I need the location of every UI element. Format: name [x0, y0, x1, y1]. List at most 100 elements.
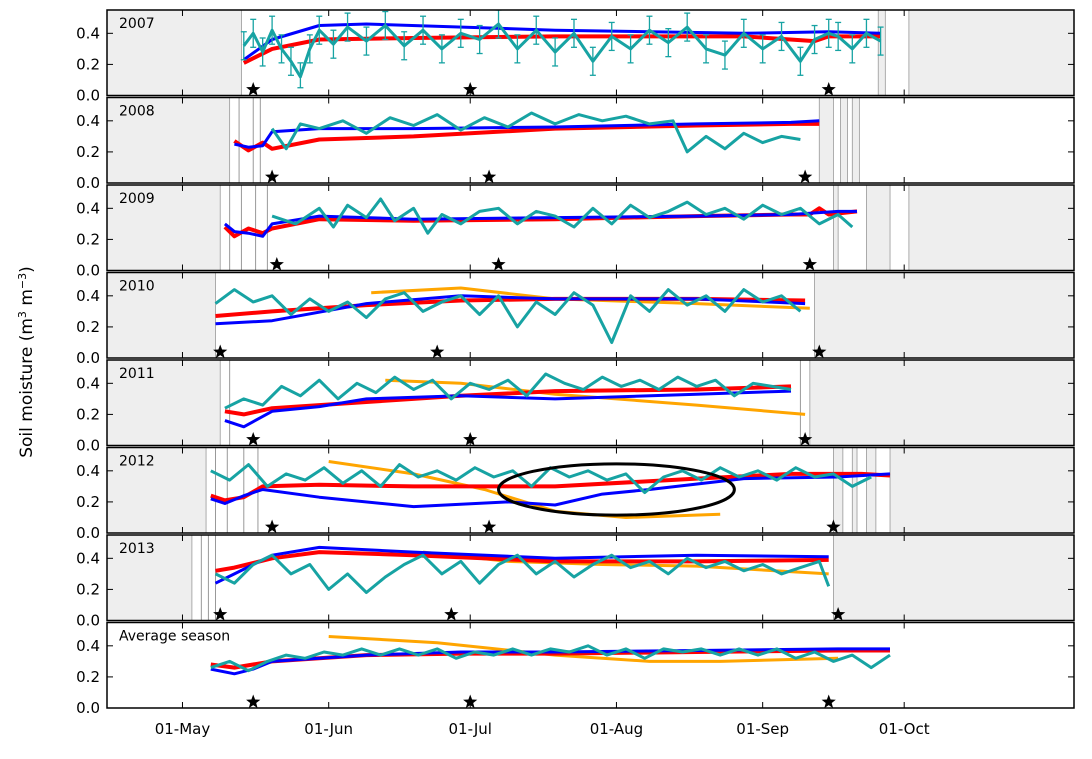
y-tick-label: 0.4 — [76, 287, 100, 305]
series-cyan-line — [270, 111, 801, 154]
y-tick-label: 0.2 — [76, 55, 100, 73]
panel-year-label: 2010 — [119, 279, 155, 295]
panel-year-label: 2007 — [119, 16, 155, 32]
season-marker-star — [269, 257, 284, 271]
series-orange-line — [328, 635, 839, 663]
annotation-ellipse — [497, 462, 736, 517]
x-tick-label: 01-Jul — [448, 720, 491, 738]
series-red-line — [210, 648, 890, 670]
no-data-region — [107, 360, 221, 446]
x-tick-label: 01-Jun — [304, 720, 353, 738]
no-data-region — [107, 185, 221, 271]
no-data-region — [814, 272, 1074, 358]
season-marker-star — [482, 519, 497, 534]
season-marker-star — [491, 257, 506, 271]
season-marker-star — [798, 169, 813, 184]
panel-year-label: 2012 — [119, 454, 155, 470]
panel-frame — [106, 9, 1075, 97]
panel-year-label: 2013 — [119, 541, 155, 557]
y-tick-label: 0.4 — [76, 112, 100, 130]
no-data-region — [866, 185, 891, 271]
x-tick-label: 01-May — [155, 720, 211, 738]
y-tick-label: 0.2 — [76, 143, 100, 161]
y-tick-label: 0.0 — [76, 612, 100, 630]
series-cyan-line — [210, 644, 891, 673]
season-marker-star — [482, 169, 497, 184]
panel-year-label: 2009 — [119, 191, 155, 207]
season-marker-star — [246, 432, 261, 446]
series-cyan-line — [214, 553, 831, 594]
y-axis-label: Soil moisture (m3 m−3) — [16, 266, 38, 458]
y-tick-label: 0.0 — [76, 174, 100, 192]
panel-frame — [106, 96, 1075, 184]
x-tick-label: 01-Aug — [590, 720, 643, 738]
season-marker-star — [821, 694, 836, 709]
no-data-region — [833, 447, 844, 533]
no-data-region — [851, 447, 858, 533]
panel-frame — [106, 271, 1075, 359]
season-marker-star — [444, 607, 459, 621]
no-data-region — [107, 10, 242, 96]
season-marker-star — [798, 432, 813, 446]
panel-frame — [106, 446, 1075, 534]
series-blue-line — [223, 209, 857, 238]
y-tick-label: 0.4 — [76, 374, 100, 392]
no-data-region — [877, 10, 886, 96]
y-tick-label: 0.4 — [76, 549, 100, 567]
season-marker-star — [812, 344, 827, 359]
season-marker-star — [246, 82, 261, 96]
season-marker-star — [831, 607, 846, 621]
no-data-region — [908, 185, 1074, 271]
y-tick-label: 0.2 — [76, 405, 100, 423]
season-marker-star — [802, 257, 817, 271]
y-tick-label: 0.2 — [76, 580, 100, 598]
season-marker-star — [430, 344, 445, 359]
season-marker-star — [265, 169, 280, 184]
no-data-region — [833, 535, 1074, 621]
no-data-region — [818, 97, 834, 183]
series-blue-line — [224, 389, 792, 429]
panel-year-label: Average season — [119, 629, 230, 645]
y-tick-label: 0.0 — [76, 87, 100, 105]
y-tick-label: 0.0 — [76, 349, 100, 367]
panel-frame — [106, 534, 1075, 622]
season-marker-star — [463, 432, 478, 446]
no-data-region — [889, 447, 1074, 533]
y-tick-label: 0.0 — [76, 524, 100, 542]
no-data-region — [833, 185, 839, 271]
y-tick-label: 0.4 — [76, 462, 100, 480]
season-marker-star — [246, 694, 261, 709]
season-marker-star — [821, 82, 836, 96]
season-marker-star — [265, 519, 280, 534]
no-data-region — [866, 447, 877, 533]
season-marker-star — [463, 82, 478, 96]
no-data-region — [107, 447, 207, 533]
panel-frame — [106, 184, 1075, 272]
panel-year-label: 2008 — [119, 104, 155, 120]
series-orange-line — [328, 460, 721, 519]
y-tick-label: 0.2 — [76, 318, 100, 336]
series-blue-line — [214, 545, 829, 585]
y-tick-label: 0.0 — [76, 437, 100, 455]
y-tick-label: 0.0 — [76, 699, 100, 717]
panel-frame — [106, 359, 1075, 447]
season-marker-star — [213, 607, 228, 621]
panel-year-label: 2011 — [119, 366, 155, 382]
y-tick-label: 0.4 — [76, 637, 100, 655]
series-blue-line — [210, 472, 891, 509]
y-tick-label: 0.4 — [76, 199, 100, 217]
y-tick-label: 0.0 — [76, 262, 100, 280]
panel-frame — [106, 621, 1075, 709]
season-marker-star — [826, 519, 841, 534]
no-data-region — [809, 360, 1074, 446]
season-marker-star — [463, 694, 478, 709]
series-cyan-line — [210, 463, 872, 495]
y-tick-label: 0.2 — [76, 668, 100, 686]
no-data-region — [851, 97, 860, 183]
y-tick-label: 0.2 — [76, 493, 100, 511]
y-tick-label: 0.4 — [76, 24, 100, 42]
series-cyan-line — [214, 288, 802, 344]
no-data-region — [908, 10, 1074, 96]
season-marker-star — [213, 344, 228, 359]
